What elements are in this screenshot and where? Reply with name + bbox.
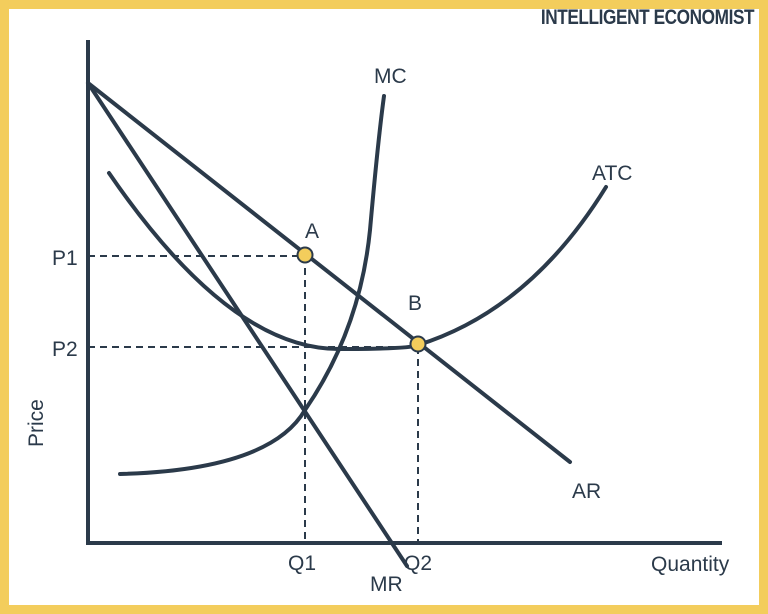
mr-label: MR: [370, 573, 403, 596]
atc-curve: [107, 171, 608, 352]
point-b-marker: [409, 335, 427, 353]
point-a-marker: [296, 246, 314, 264]
mc-label: MC: [374, 65, 407, 88]
point-a-label: A: [305, 220, 319, 243]
p1-label: P1: [52, 247, 78, 270]
x-axis-label: Quantity: [651, 553, 730, 576]
q2-label: Q2: [404, 552, 432, 575]
q1-label: Q1: [288, 552, 316, 575]
point-b-label: B: [408, 292, 422, 315]
ar-label: AR: [572, 480, 601, 503]
y-axis-label: Price: [25, 399, 48, 447]
atc-label: ATC: [592, 162, 632, 185]
mr-curve: [86, 81, 409, 568]
ar-curve: [86, 81, 572, 464]
mc-curve: [118, 94, 386, 476]
p2-label: P2: [52, 338, 78, 361]
brand-logo: INTELLIGENT ECONOMIST: [540, 6, 755, 29]
